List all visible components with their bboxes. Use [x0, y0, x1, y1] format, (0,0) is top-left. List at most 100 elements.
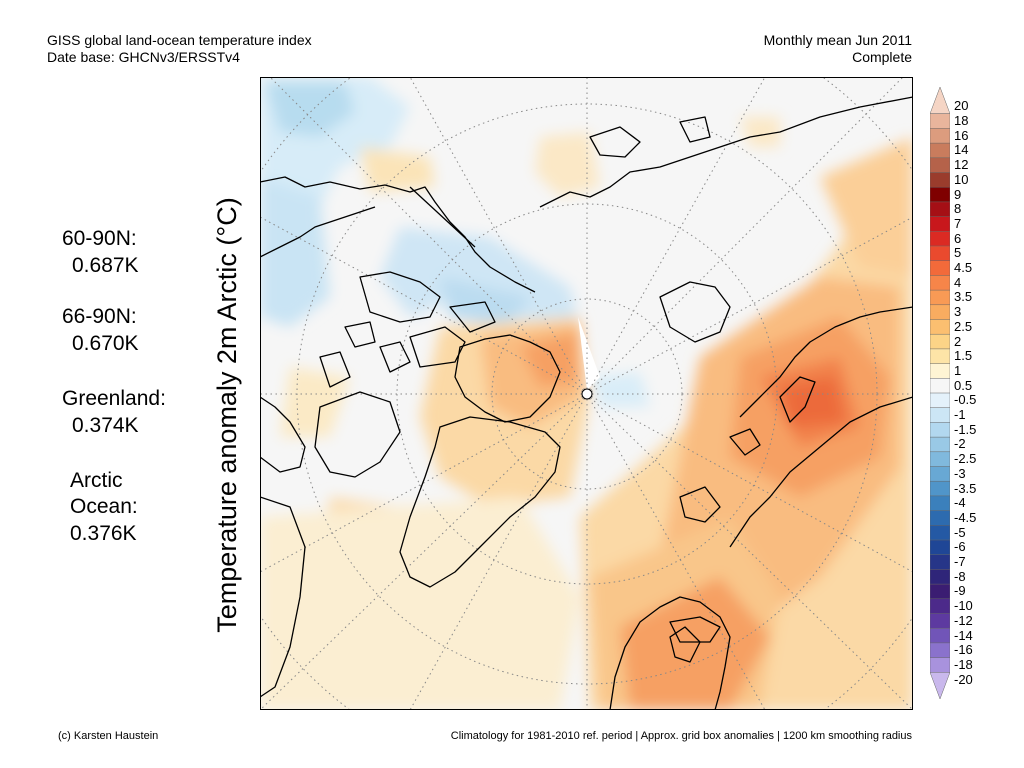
stat-value-arctic-ocean: 0.376K	[70, 522, 137, 545]
colorbar-swatch	[929, 525, 951, 541]
colorbar-tick-label: -14	[954, 627, 973, 643]
stat-label-greenland: Greenland:	[62, 387, 166, 410]
stat-value-60-90n: 0.687K	[72, 254, 139, 277]
colorbar-swatch	[929, 422, 951, 438]
colorbar-swatch	[929, 201, 951, 218]
colorbar-swatch	[929, 348, 951, 365]
colorbar-swatch	[929, 142, 951, 159]
colorbar-tick-label: -9	[954, 583, 966, 599]
colorbar-tick-label: 5	[954, 245, 962, 261]
colorbar-tick-label: 6	[954, 230, 962, 246]
coastlines	[260, 96, 913, 710]
colorbar-tick-label: -5	[954, 524, 966, 540]
colorbar-swatch	[929, 539, 951, 556]
stat-label-66-90n: 66-90N:	[62, 305, 137, 328]
map-border	[260, 77, 913, 710]
colorbar-swatch	[929, 554, 951, 571]
colorbar-tick-label: 20	[954, 98, 969, 114]
header-right: Monthly mean Jun 2011 Complete	[764, 32, 912, 66]
colorbar-tick-label: -2	[954, 436, 966, 452]
colorbar-tick-label: 2	[954, 333, 962, 349]
colorbar-tick-label: 1	[954, 362, 962, 378]
colorbar-swatch	[929, 216, 951, 233]
colorbar-swatch	[929, 436, 951, 453]
colorbar-swatch	[929, 583, 951, 600]
colorbar-tick-label: 10	[954, 171, 969, 187]
colorbar-swatch	[929, 672, 951, 700]
colorbar	[929, 86, 951, 700]
colorbar-swatch	[929, 598, 951, 615]
stat-value-greenland: 0.374K	[72, 414, 139, 437]
colorbar-tick-label: -8	[954, 568, 966, 584]
north-pole-marker	[581, 388, 593, 400]
footer-credit: (c) Karsten Haustein	[58, 730, 159, 742]
dataset-base: Date base: GHCNv3/ERSSTv4	[47, 49, 240, 65]
colorbar-swatch	[929, 642, 951, 659]
colorbar-tick-label: 12	[954, 157, 969, 173]
colorbar-tick-label: -4	[954, 495, 966, 511]
colorbar-swatch	[929, 613, 951, 629]
status-label: Complete	[852, 49, 912, 65]
footer-note: Climatology for 1981-2010 ref. period | …	[450, 730, 912, 742]
anomaly-shading	[260, 77, 913, 710]
axis-title: Temperature anomaly 2m Arctic (°C)	[212, 197, 242, 633]
colorbar-swatch	[929, 172, 951, 188]
colorbar-tick-label: 9	[954, 186, 962, 202]
colorbar-tick-label: 4.5	[954, 260, 973, 276]
colorbar-tick-label: 3.5	[954, 289, 973, 305]
colorbar-tick-label: -7	[954, 554, 966, 570]
colorbar-tick-label: -1.5	[954, 421, 977, 437]
stat-value-66-90n: 0.670K	[72, 332, 139, 355]
colorbar-swatch	[929, 113, 951, 130]
colorbar-swatch	[929, 128, 951, 144]
colorbar-swatch	[929, 260, 951, 277]
colorbar-swatch	[929, 304, 951, 321]
colorbar-swatch	[929, 289, 951, 306]
period-label: Monthly mean Jun 2011	[763, 32, 912, 48]
colorbar-tick-label: 2.5	[954, 318, 973, 334]
colorbar-swatch	[929, 86, 951, 114]
colorbar-tick-label: 7	[954, 215, 962, 231]
colorbar-swatch	[929, 378, 951, 394]
colorbar-tick-label: 18	[954, 113, 969, 129]
map-canvas	[260, 77, 913, 710]
colorbar-tick-label: -3	[954, 465, 966, 481]
colorbar-tick-label: 4	[954, 274, 962, 290]
colorbar-swatch	[929, 627, 951, 644]
colorbar-swatch	[929, 657, 951, 674]
colorbar-swatch	[929, 569, 951, 585]
dataset-title: GISS global land-ocean temperature index	[47, 32, 312, 48]
colorbar-tick-label: -6	[954, 539, 966, 555]
colorbar-tick-label: -12	[954, 612, 973, 628]
graticule	[260, 77, 913, 710]
colorbar-swatch	[929, 231, 951, 247]
colorbar-tick-label: -4.5	[954, 509, 977, 525]
colorbar-tick-label: -0.5	[954, 392, 977, 408]
colorbar-swatch	[929, 392, 951, 409]
colorbar-swatch	[929, 157, 951, 174]
colorbar-tick-label: 1.5	[954, 348, 973, 364]
colorbar-swatch	[929, 319, 951, 335]
colorbar-swatch	[929, 186, 951, 203]
colorbar-tick-label: -16	[954, 642, 973, 658]
colorbar-tick-label: -10	[954, 598, 973, 614]
colorbar-swatch	[929, 363, 951, 380]
colorbar-swatch	[929, 333, 951, 350]
colorbar-swatch	[929, 407, 951, 424]
colorbar-tick-label: 14	[954, 142, 969, 158]
stat-label-60-90n: 60-90N:	[62, 227, 137, 250]
colorbar-swatch	[929, 275, 951, 291]
colorbar-tick-label: -2.5	[954, 451, 977, 467]
colorbar-tick-label: 16	[954, 127, 969, 143]
colorbar-tick-label: -18	[954, 656, 973, 672]
colorbar-tick-label: 3	[954, 304, 962, 320]
colorbar-tick-label: 8	[954, 201, 962, 217]
colorbar-swatch	[929, 510, 951, 527]
colorbar-swatches	[929, 86, 951, 700]
header-left: GISS global land-ocean temperature index…	[47, 32, 312, 66]
colorbar-swatch	[929, 245, 951, 262]
colorbar-tick-label: -1	[954, 407, 966, 423]
stat-label-arctic: Arctic	[70, 469, 123, 492]
colorbar-tick-label: 0.5	[954, 377, 973, 393]
polar-data-gap	[578, 317, 600, 390]
